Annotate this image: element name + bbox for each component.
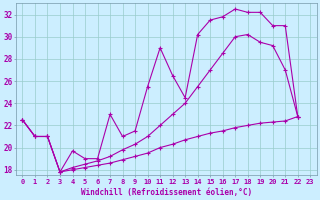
- X-axis label: Windchill (Refroidissement éolien,°C): Windchill (Refroidissement éolien,°C): [81, 188, 252, 197]
